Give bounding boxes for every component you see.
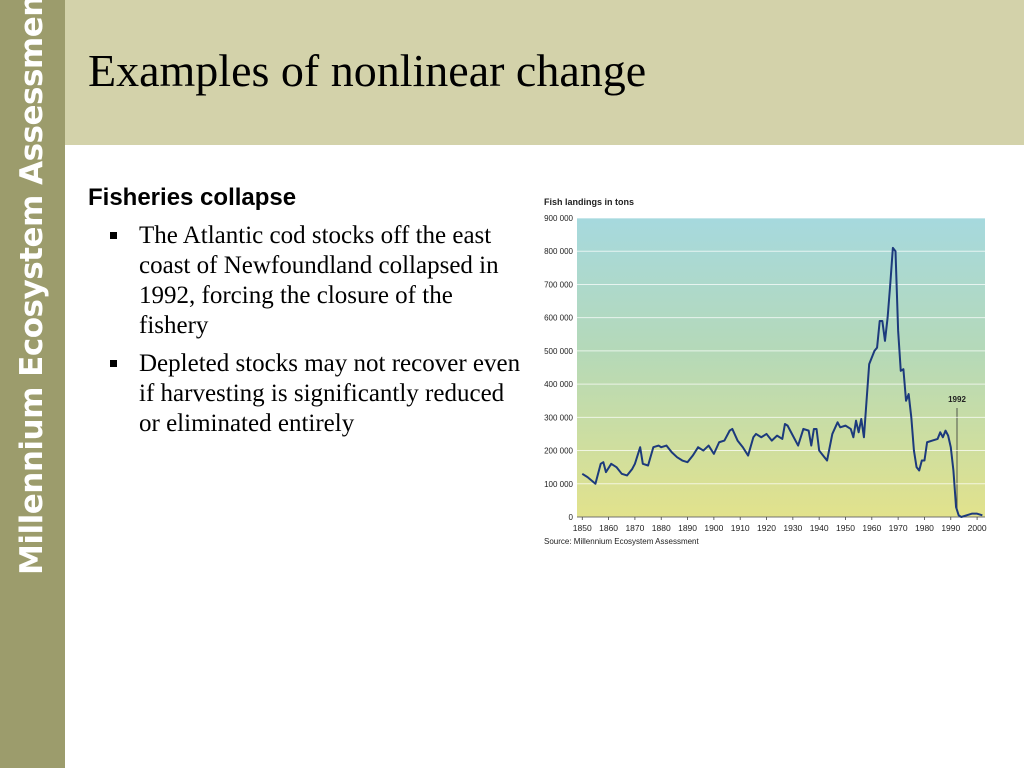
bullet: The Atlantic cod stocks off the east coa… [108,221,528,341]
plot-background [577,218,985,517]
chart: Fish landings in tons Source: Millennium… [544,197,987,546]
y-tick-label: 0 [569,513,574,522]
chart-subtitle: Fish landings in tons [544,197,634,207]
x-tick-label: 1960 [862,523,881,533]
chart-source: Source: Millennium Ecosystem Assessment [544,537,700,546]
x-tick-label: 1990 [941,523,960,533]
x-tick-label: 1920 [757,523,776,533]
section-heading: Fisheries collapse [88,184,297,211]
y-tick-label: 700 000 [544,280,573,289]
bullet: Depleted stocks may not recover even if … [108,349,528,439]
x-tick-label: 1930 [783,523,802,533]
x-tick-label: 1890 [678,523,697,533]
y-tick-label: 400 000 [544,380,573,389]
y-tick-label: 300 000 [544,413,573,422]
x-tick-label: 1860 [599,523,618,533]
header: Examples of nonlinear change [65,0,1024,145]
data-line [581,246,983,518]
sidebar-text: Millennium Ecosystem Assessment [14,0,50,575]
bullet-list: The Atlantic cod stocks off the east coa… [108,221,528,447]
y-tick-label: 200 000 [544,447,573,456]
x-tick-label: 1880 [652,523,671,533]
sidebar: Millennium Ecosystem Assessment [0,0,65,768]
y-tick-label: 800 000 [544,247,573,256]
x-tick-label: 1950 [836,523,855,533]
x-tick-label: 1870 [625,523,644,533]
x-tick-label: 1850 [573,523,592,533]
x-tick-label: 1940 [810,523,829,533]
x-tick-label: 2000 [968,523,987,533]
y-tick-label: 600 000 [544,314,573,323]
annotation: 1992 [948,395,966,404]
x-tick-label: 1900 [704,523,723,533]
x-tick-label: 1910 [731,523,750,533]
y-tick-label: 900 000 [544,214,573,223]
y-tick-label: 500 000 [544,347,573,356]
slide-title: Examples of nonlinear change [88,45,647,96]
x-tick-label: 1980 [915,523,934,533]
x-tick-label: 1970 [889,523,908,533]
y-tick-label: 100 000 [544,480,573,489]
